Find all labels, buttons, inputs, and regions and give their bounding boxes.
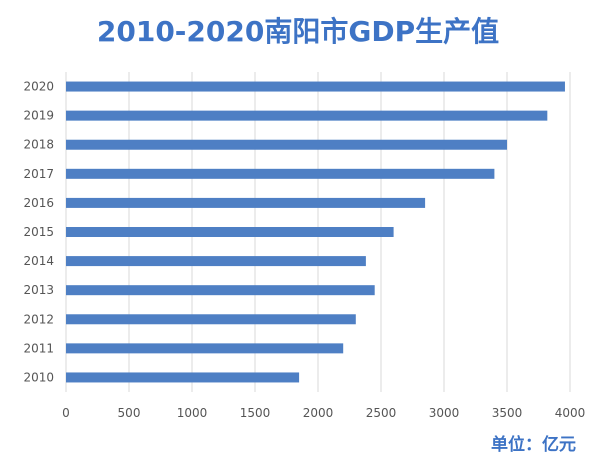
category-label-2017: 2017 — [23, 167, 54, 181]
category-labels: 2010 2011 2012 2013 2014 2015 2016 2017 2018 2019… — [23, 80, 54, 385]
category-label-2010: 2010 — [23, 370, 54, 384]
bar-2010 — [66, 372, 300, 383]
category-label-2011: 2011 — [23, 341, 54, 355]
x-tick-label: 500 — [118, 406, 141, 420]
category-label-2014: 2014 — [23, 254, 54, 268]
category-label-2012: 2012 — [23, 312, 54, 326]
category-label-2020: 2020 — [23, 80, 54, 94]
category-label-2015: 2015 — [23, 225, 54, 239]
x-tick-label: 2000 — [303, 406, 334, 420]
category-label-2019: 2019 — [23, 109, 54, 123]
unit-label: 单位：亿元 — [491, 435, 576, 455]
bar-2011 — [66, 343, 344, 354]
bar-2012 — [66, 314, 356, 325]
x-tick-label: 1500 — [240, 406, 271, 420]
category-label-2016: 2016 — [23, 196, 54, 210]
bar-2014 — [66, 256, 366, 267]
bars — [66, 81, 565, 383]
bar-2018 — [66, 139, 507, 150]
bar-2013 — [66, 285, 375, 296]
x-tick-label: 2500 — [366, 406, 397, 420]
chart-title: 2010-2020南阳市GDP生产值 — [96, 15, 500, 48]
bar-2015 — [66, 227, 394, 237]
bar-2017 — [66, 168, 495, 179]
x-tick-labels: 0 500 1000 1500 2000 2500 3000 3500 4000 — [62, 406, 585, 420]
category-label-2013: 2013 — [23, 283, 54, 297]
category-label-2018: 2018 — [23, 138, 54, 152]
x-tick-label: 3000 — [429, 406, 460, 420]
x-tick-label: 1000 — [177, 406, 208, 420]
bar-2016 — [66, 197, 426, 208]
x-tick-label: 0 — [62, 406, 70, 420]
x-tick-label: 4000 — [555, 406, 586, 420]
x-tick-label: 3500 — [492, 406, 523, 420]
bar-2020 — [66, 81, 565, 92]
bar-2019 — [66, 110, 548, 121]
